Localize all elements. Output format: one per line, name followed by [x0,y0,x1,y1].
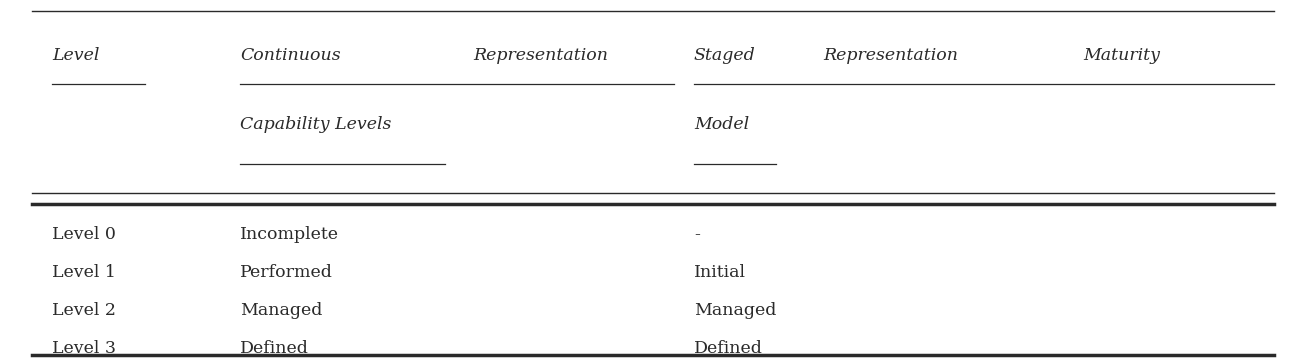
Text: Maturity: Maturity [1083,47,1160,64]
Text: Representation: Representation [473,47,608,64]
Text: Incomplete: Incomplete [240,226,339,243]
Text: Level: Level [52,47,100,64]
Text: Representation: Representation [824,47,958,64]
Text: Staged: Staged [694,47,756,64]
Text: -: - [694,226,700,243]
Text: Managed: Managed [694,302,777,319]
Text: Capability Levels: Capability Levels [240,116,392,134]
Text: Level 1: Level 1 [52,264,115,281]
Text: Continuous: Continuous [240,47,341,64]
Text: Performed: Performed [240,264,333,281]
Text: Level 2: Level 2 [52,302,115,319]
Text: Level 3: Level 3 [52,340,115,357]
Text: Defined: Defined [240,340,309,357]
Text: Level 0: Level 0 [52,226,115,243]
Text: Defined: Defined [694,340,763,357]
Text: Model: Model [694,116,750,134]
Text: Initial: Initial [694,264,746,281]
Text: Managed: Managed [240,302,323,319]
